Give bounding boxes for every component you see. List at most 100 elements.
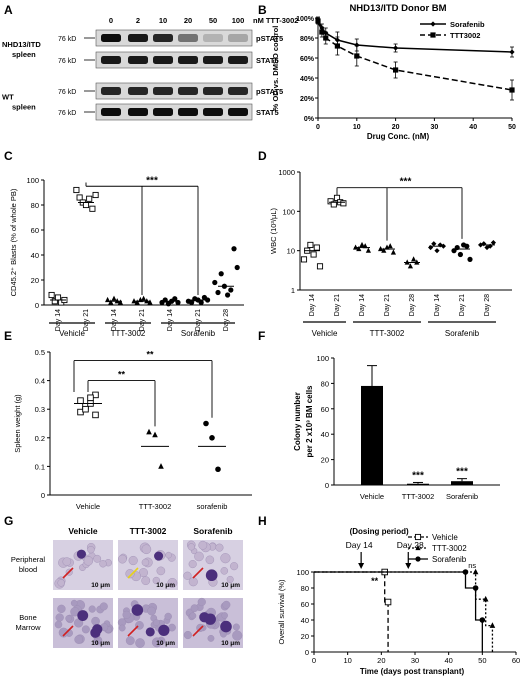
nucleated-cell: [220, 620, 232, 633]
cell: [135, 638, 145, 648]
blot-band: [178, 56, 198, 64]
data-point: [82, 201, 90, 209]
y-tick-label: 0: [305, 648, 309, 657]
panel-letter-a: A: [4, 3, 13, 17]
cell: [93, 554, 102, 563]
data-point: [467, 256, 473, 262]
data-point: [158, 463, 164, 469]
y-tick-label: 80: [301, 584, 309, 593]
blot-group-label: NHD13/ITD: [2, 40, 41, 49]
category-label: Day 14: [167, 309, 174, 331]
data-point: [387, 243, 393, 249]
cell: [91, 616, 100, 626]
data-point: [509, 87, 515, 93]
y-tick-label: 10: [287, 247, 295, 256]
legend-label: Vehicle: [432, 533, 458, 542]
category-label: Day 21: [384, 294, 391, 316]
data-point: [323, 35, 329, 41]
y-tick-label: 0.5: [35, 348, 45, 357]
data-point: [457, 251, 463, 258]
data-point: [205, 297, 211, 303]
category-label: Day 14: [359, 294, 366, 316]
blot-band: [203, 56, 223, 64]
event-marker: [472, 585, 479, 591]
cell: [99, 602, 108, 611]
data-point: [73, 186, 80, 194]
cell: [232, 623, 240, 631]
data-point: [209, 435, 215, 441]
significance-label: **: [118, 370, 126, 380]
data-point: [76, 194, 83, 201]
cell: [164, 612, 172, 621]
blot-band: [101, 34, 121, 42]
data-point: [384, 244, 390, 250]
event-marker: [479, 617, 486, 623]
blot-protein-label: pSTAT5: [256, 87, 283, 96]
data-point: [359, 241, 365, 248]
category-label: Day 28: [223, 309, 230, 331]
cell: [188, 560, 197, 569]
y-axis-label: Colony number: [293, 392, 302, 451]
legend-marker: [430, 21, 436, 27]
category-label: Vehicle: [76, 502, 100, 511]
cell: [221, 612, 228, 619]
cell: [207, 634, 215, 642]
x-tick-label: 20: [377, 656, 385, 665]
cell: [194, 551, 204, 562]
cell: [165, 551, 172, 559]
cell: [152, 619, 160, 627]
data-point: [378, 245, 384, 252]
data-point: [327, 198, 334, 205]
y-axis-label: Spleen weight (g): [13, 394, 22, 453]
arrow-indicator: [127, 567, 139, 579]
blot-lane-label: 10: [159, 16, 167, 25]
data-point: [225, 292, 231, 298]
y-tick-label: 40: [301, 616, 309, 625]
significance-label: ***: [412, 470, 424, 481]
event-marker: [472, 568, 479, 575]
blot-kd-label: 76 kD: [58, 36, 76, 43]
y-tick-label: 60: [321, 405, 329, 414]
panel-letter-h: H: [258, 514, 267, 528]
group-label: Vehicle: [312, 329, 338, 338]
y-tick-label: 0.3: [35, 405, 45, 414]
cell: [222, 600, 231, 609]
y-tick-label: 100: [282, 207, 295, 216]
data-point: [189, 299, 195, 306]
x-tick-label: 20: [392, 124, 400, 131]
group-label: Sorafenib: [445, 329, 480, 338]
nucleated-cell: [154, 551, 164, 561]
cell: [151, 637, 162, 648]
category-label: TTT-3002: [139, 502, 172, 511]
arrow-indicator: [62, 625, 74, 637]
nucleated-cell: [204, 613, 216, 625]
group-label: Vehicle: [59, 329, 85, 338]
micrograph-column-label: TTT-3002: [130, 526, 167, 536]
cell: [58, 627, 69, 638]
nucleated-cell: [158, 624, 170, 636]
event-marker: [384, 598, 392, 606]
x-tick-label: 40: [469, 124, 477, 131]
x-tick-label: 10: [353, 124, 361, 131]
nucleated-cell: [76, 549, 86, 559]
y-tick-label: 0: [325, 481, 329, 490]
y-tick-label: 20: [31, 276, 39, 285]
legend-label: TTT-3002: [432, 544, 467, 553]
chart-title: NHD13/ITD Donor BM: [349, 3, 446, 14]
data-point: [315, 18, 321, 24]
group-label: TTT-3002: [111, 329, 146, 338]
panel-letter-c: C: [4, 149, 13, 163]
y-tick-label: 60%: [300, 56, 315, 63]
cell: [128, 555, 138, 566]
dosing-arrow-head: [405, 563, 412, 569]
cell: [152, 576, 160, 585]
data-point: [212, 279, 218, 286]
data-point: [431, 241, 437, 247]
y-tick-label: 1: [291, 286, 295, 295]
micrograph-row-label: Marrow: [15, 623, 41, 632]
data-point: [407, 263, 413, 269]
legend-marker: [430, 32, 436, 38]
nucleated-cell: [77, 610, 89, 621]
blot-band: [153, 56, 173, 64]
scale-bar-label: 10 μm: [156, 640, 175, 647]
